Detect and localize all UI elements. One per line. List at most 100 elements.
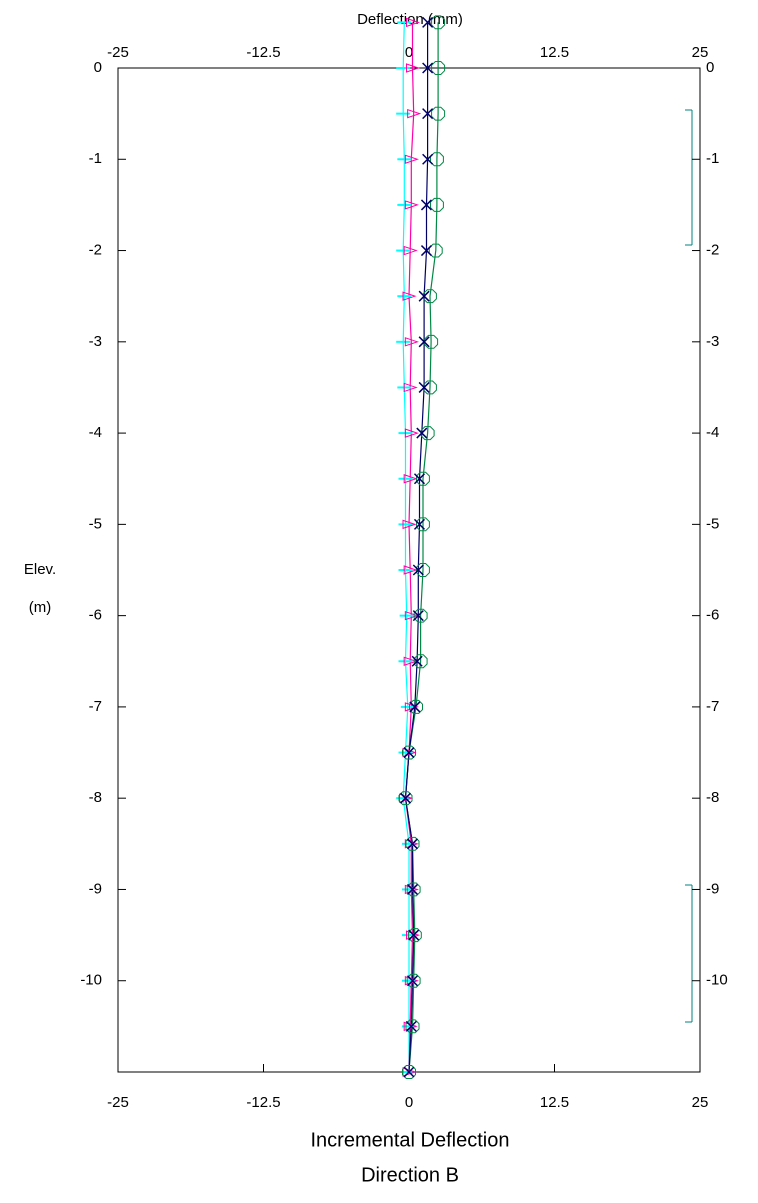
- marker: [405, 836, 420, 851]
- marker: [409, 699, 423, 714]
- y-tick-label-right: -10: [706, 972, 728, 989]
- marker: [406, 838, 419, 850]
- y-tick-label: -4: [89, 424, 102, 441]
- marker: [404, 154, 419, 164]
- marker: [399, 793, 414, 803]
- y-tick-label-right: -6: [706, 607, 719, 624]
- x-tick-label-top: 0: [405, 44, 413, 61]
- marker: [403, 1066, 415, 1078]
- x-axis-label: Incremental Deflection: [311, 1129, 510, 1151]
- marker: [398, 791, 413, 806]
- marker: [422, 153, 434, 165]
- marker: [402, 745, 416, 760]
- marker: [409, 701, 421, 713]
- marker: [403, 565, 418, 575]
- marker: [420, 245, 432, 257]
- marker: [404, 337, 419, 347]
- marker: [422, 16, 434, 28]
- marker: [403, 474, 418, 484]
- series-line: [404, 22, 439, 1073]
- marker: [416, 427, 428, 439]
- x-tick-label: -25: [107, 1094, 129, 1111]
- y-tick-label: -7: [89, 698, 102, 715]
- marker: [399, 792, 412, 804]
- x-tick-label-top: -12.5: [246, 44, 280, 61]
- marker: [402, 1065, 416, 1079]
- marker: [420, 426, 435, 441]
- y-tick-label: 0: [94, 59, 102, 76]
- marker: [413, 473, 426, 485]
- marker: [418, 336, 430, 348]
- marker: [431, 61, 446, 75]
- marker: [404, 702, 419, 712]
- marker: [402, 291, 417, 301]
- marker: [403, 656, 418, 666]
- x-tick-label: 0: [405, 1094, 413, 1111]
- y-tick-label-right: -7: [706, 698, 719, 715]
- marker: [403, 382, 418, 393]
- marker: [406, 973, 421, 988]
- marker: [408, 929, 420, 941]
- marker: [402, 519, 417, 530]
- series-line: [404, 22, 415, 1073]
- y-tick-label: -1: [89, 150, 102, 167]
- marker: [422, 108, 434, 120]
- marker: [406, 882, 421, 897]
- marker: [404, 200, 419, 210]
- marker: [418, 290, 430, 302]
- y-axis-label: (m): [29, 599, 52, 616]
- marker: [405, 1019, 420, 1034]
- marker: [413, 518, 426, 530]
- y-tick-label: -10: [80, 972, 102, 989]
- marker: [413, 608, 428, 623]
- marker: [423, 289, 437, 304]
- marker: [423, 380, 437, 395]
- y-tick-label-right: -4: [706, 424, 719, 441]
- series-line: [404, 22, 429, 1073]
- y-tick-label: -5: [89, 515, 102, 532]
- x-tick-label-top: -25: [107, 44, 129, 61]
- x-tick-label: 25: [692, 1094, 709, 1111]
- marker: [403, 245, 418, 256]
- x-tick-label: 12.5: [540, 1094, 569, 1111]
- marker: [405, 1020, 417, 1032]
- y-tick-label: -2: [89, 242, 102, 259]
- y-tick-label-right: -2: [706, 242, 719, 259]
- marker: [405, 63, 421, 73]
- marker: [412, 564, 424, 576]
- marker: [420, 199, 432, 211]
- y-tick-label-right: -1: [706, 150, 719, 167]
- y-tick-label: -8: [89, 789, 102, 806]
- y-tick-label-right: -3: [706, 333, 719, 350]
- y-tick-label: -9: [89, 880, 102, 897]
- marker: [412, 610, 424, 622]
- marker: [406, 975, 419, 987]
- x-tick-label-top: 25: [692, 44, 709, 61]
- y-tick-label-right: 0: [706, 59, 714, 76]
- marker: [418, 381, 430, 393]
- marker: [407, 928, 422, 943]
- y-tick-label: -6: [89, 607, 102, 624]
- marker: [431, 15, 446, 30]
- marker: [411, 655, 423, 667]
- x-tick-label-top: 12.5: [540, 44, 569, 61]
- marker: [424, 334, 439, 349]
- y-tick-label-right: -9: [706, 880, 719, 897]
- subtitle: Direction B: [361, 1164, 459, 1186]
- y-axis-label: Elev.: [24, 561, 56, 578]
- marker: [431, 106, 446, 121]
- y-tick-label-right: -8: [706, 789, 719, 806]
- x-tick-label: -12.5: [246, 1094, 280, 1111]
- marker: [403, 747, 415, 759]
- marker: [407, 108, 422, 119]
- y-tick-label: -3: [89, 333, 102, 350]
- series-line: [402, 22, 410, 1072]
- marker: [422, 62, 434, 74]
- marker: [404, 610, 419, 621]
- y-tick-label-right: -5: [706, 515, 719, 532]
- marker: [404, 428, 419, 438]
- marker: [430, 197, 444, 212]
- marker: [406, 883, 419, 895]
